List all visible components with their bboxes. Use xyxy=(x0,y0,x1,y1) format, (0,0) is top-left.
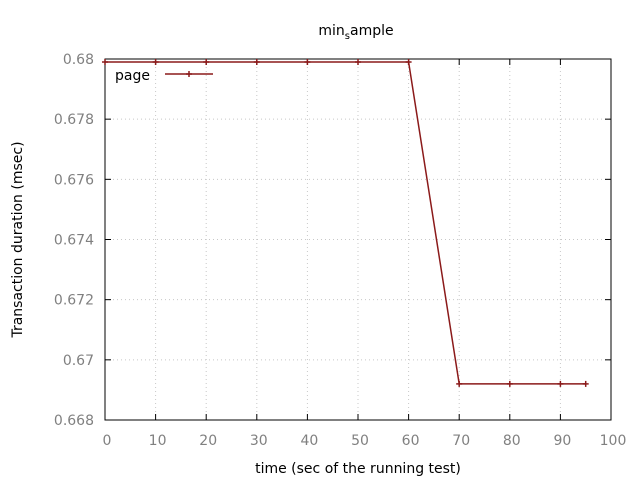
data-point xyxy=(203,59,210,66)
title-rest: ample xyxy=(350,23,394,39)
x-tick-label: 100 xyxy=(600,433,627,449)
title-subscript: s xyxy=(345,31,350,42)
x-tick-label: 40 xyxy=(300,433,318,449)
title-base: min xyxy=(318,23,344,39)
x-tick-label: 70 xyxy=(452,433,470,449)
x-tick-label: 50 xyxy=(351,433,369,449)
y-tick-label: 0.676 xyxy=(54,172,94,188)
data-point xyxy=(506,380,513,387)
x-tick-label: 60 xyxy=(402,433,420,449)
legend-swatch-marker xyxy=(186,71,192,77)
data-point xyxy=(405,59,412,66)
data-point xyxy=(304,59,311,66)
x-tick-label: 90 xyxy=(553,433,571,449)
data-point xyxy=(557,380,564,387)
data-point xyxy=(355,59,361,66)
x-tick-label: 30 xyxy=(250,433,268,449)
data-point xyxy=(186,71,192,77)
series-layer xyxy=(102,59,589,387)
y-tick-label: 0.668 xyxy=(54,413,94,429)
y-tick-label: 0.67 xyxy=(63,353,94,369)
x-axis-label: time (sec of the running test) xyxy=(255,461,461,477)
data-point xyxy=(456,380,463,387)
chart-title: minsample xyxy=(318,23,393,42)
grid xyxy=(104,58,612,421)
series-line-page xyxy=(105,61,586,385)
data-point xyxy=(102,59,108,66)
axis-ticks: 0 10 20 30 40 50 60 70 80 90 100 0.668 0.67 0.672 0.67… xyxy=(54,52,626,449)
y-tick-label: 0.678 xyxy=(54,112,94,128)
data-point xyxy=(253,59,260,66)
x-tick-label: 80 xyxy=(503,433,521,449)
x-tick-label: 10 xyxy=(149,433,167,449)
y-tick-label: 0.672 xyxy=(54,293,94,309)
x-tick-label: 0 xyxy=(103,433,112,449)
data-point xyxy=(582,380,589,387)
x-tick-label: 20 xyxy=(199,433,217,449)
data-point xyxy=(152,59,159,66)
y-axis-label: Transaction duration (msec) xyxy=(10,141,26,338)
legend-label-page: page xyxy=(115,68,150,84)
y-tick-label: 0.674 xyxy=(54,233,94,249)
legend: page xyxy=(115,68,213,84)
y-tick-label: 0.68 xyxy=(63,52,94,68)
